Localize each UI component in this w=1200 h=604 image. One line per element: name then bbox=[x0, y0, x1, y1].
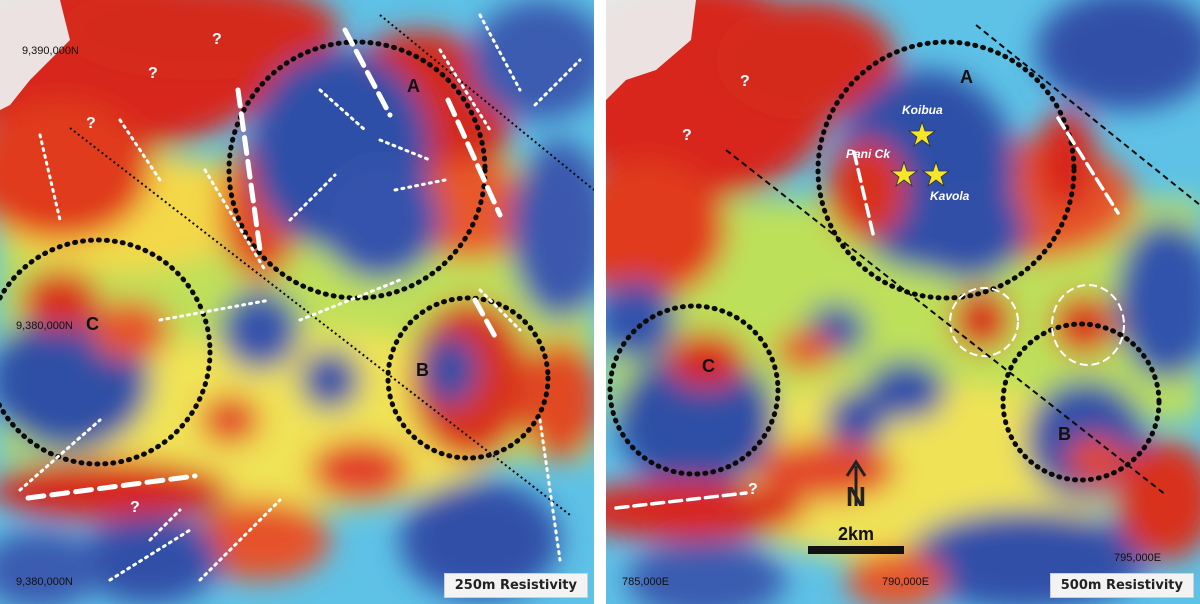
question-mark: ? bbox=[86, 115, 96, 132]
fault-line bbox=[725, 149, 1167, 496]
north-label: N bbox=[846, 481, 866, 512]
scale-bar-label: 2km bbox=[838, 524, 874, 544]
north-arrow-icon: N bbox=[845, 459, 867, 512]
coord-label-north-top: 9,390,000N bbox=[22, 45, 79, 57]
white-dashed-lineaments bbox=[25, 27, 503, 501]
star-icon bbox=[907, 120, 937, 148]
zone-a-label: A bbox=[407, 76, 420, 96]
fault-line bbox=[975, 24, 1200, 206]
map-panel-500m: Koibua Pani Ck Kavola A B C ? ? ? N 2km … bbox=[606, 0, 1200, 604]
coord-label-east-mid: 790,000E bbox=[882, 576, 930, 588]
question-mark: ? bbox=[212, 31, 222, 48]
zone-c-circle bbox=[607, 303, 781, 477]
question-mark: ? bbox=[682, 127, 692, 144]
question-mark: ? bbox=[130, 499, 140, 516]
zone-a-circle bbox=[815, 39, 1077, 301]
zone-b-label: B bbox=[1058, 424, 1071, 444]
zone-a-label: A bbox=[960, 67, 973, 87]
resistivity-map-250m: A B C ? ? ? ? bbox=[0, 0, 594, 604]
zone-c-label: C bbox=[702, 356, 715, 376]
question-mark: ? bbox=[748, 481, 758, 498]
panel-caption: 500m Resistivity bbox=[1049, 573, 1194, 598]
coord-label-north-mid: 9,380,000N bbox=[16, 320, 73, 332]
target-circle bbox=[949, 287, 1019, 357]
white-dashed-lineaments bbox=[614, 116, 1120, 510]
target-circle bbox=[1051, 284, 1125, 366]
zone-b-circle bbox=[385, 295, 551, 461]
star-icon bbox=[889, 160, 919, 188]
zone-b-circle bbox=[1000, 321, 1162, 483]
coord-label-east-right: 795,000E bbox=[1114, 552, 1162, 564]
star-icon bbox=[921, 160, 951, 188]
panel-caption: 250m Resistivity bbox=[443, 573, 588, 598]
prospect-label-kavola: Kavola bbox=[930, 189, 970, 203]
fault-line bbox=[69, 127, 571, 516]
prospect-label-pani-ck: Pani Ck bbox=[846, 147, 891, 161]
white-lineaments bbox=[18, 13, 582, 582]
question-mark: ? bbox=[740, 73, 750, 90]
coord-label-north-bottom: 9,380,000N bbox=[16, 576, 73, 588]
resistivity-map-500m: Koibua Pani Ck Kavola A B C ? ? ? N 2km bbox=[606, 0, 1200, 604]
zone-b-label: B bbox=[416, 360, 429, 380]
map-panel-250m: A B C ? ? ? ? 9,390,000N 9,380,000N 9,38… bbox=[0, 0, 594, 604]
scale-bar bbox=[808, 546, 904, 554]
coord-label-east-left: 785,000E bbox=[622, 576, 670, 588]
fault-line bbox=[379, 14, 594, 191]
zone-c-label: C bbox=[86, 314, 99, 334]
prospect-label-koibua: Koibua bbox=[902, 103, 943, 117]
zone-a-circle bbox=[226, 39, 488, 301]
question-mark: ? bbox=[148, 65, 158, 82]
zone-c-circle bbox=[0, 237, 213, 467]
